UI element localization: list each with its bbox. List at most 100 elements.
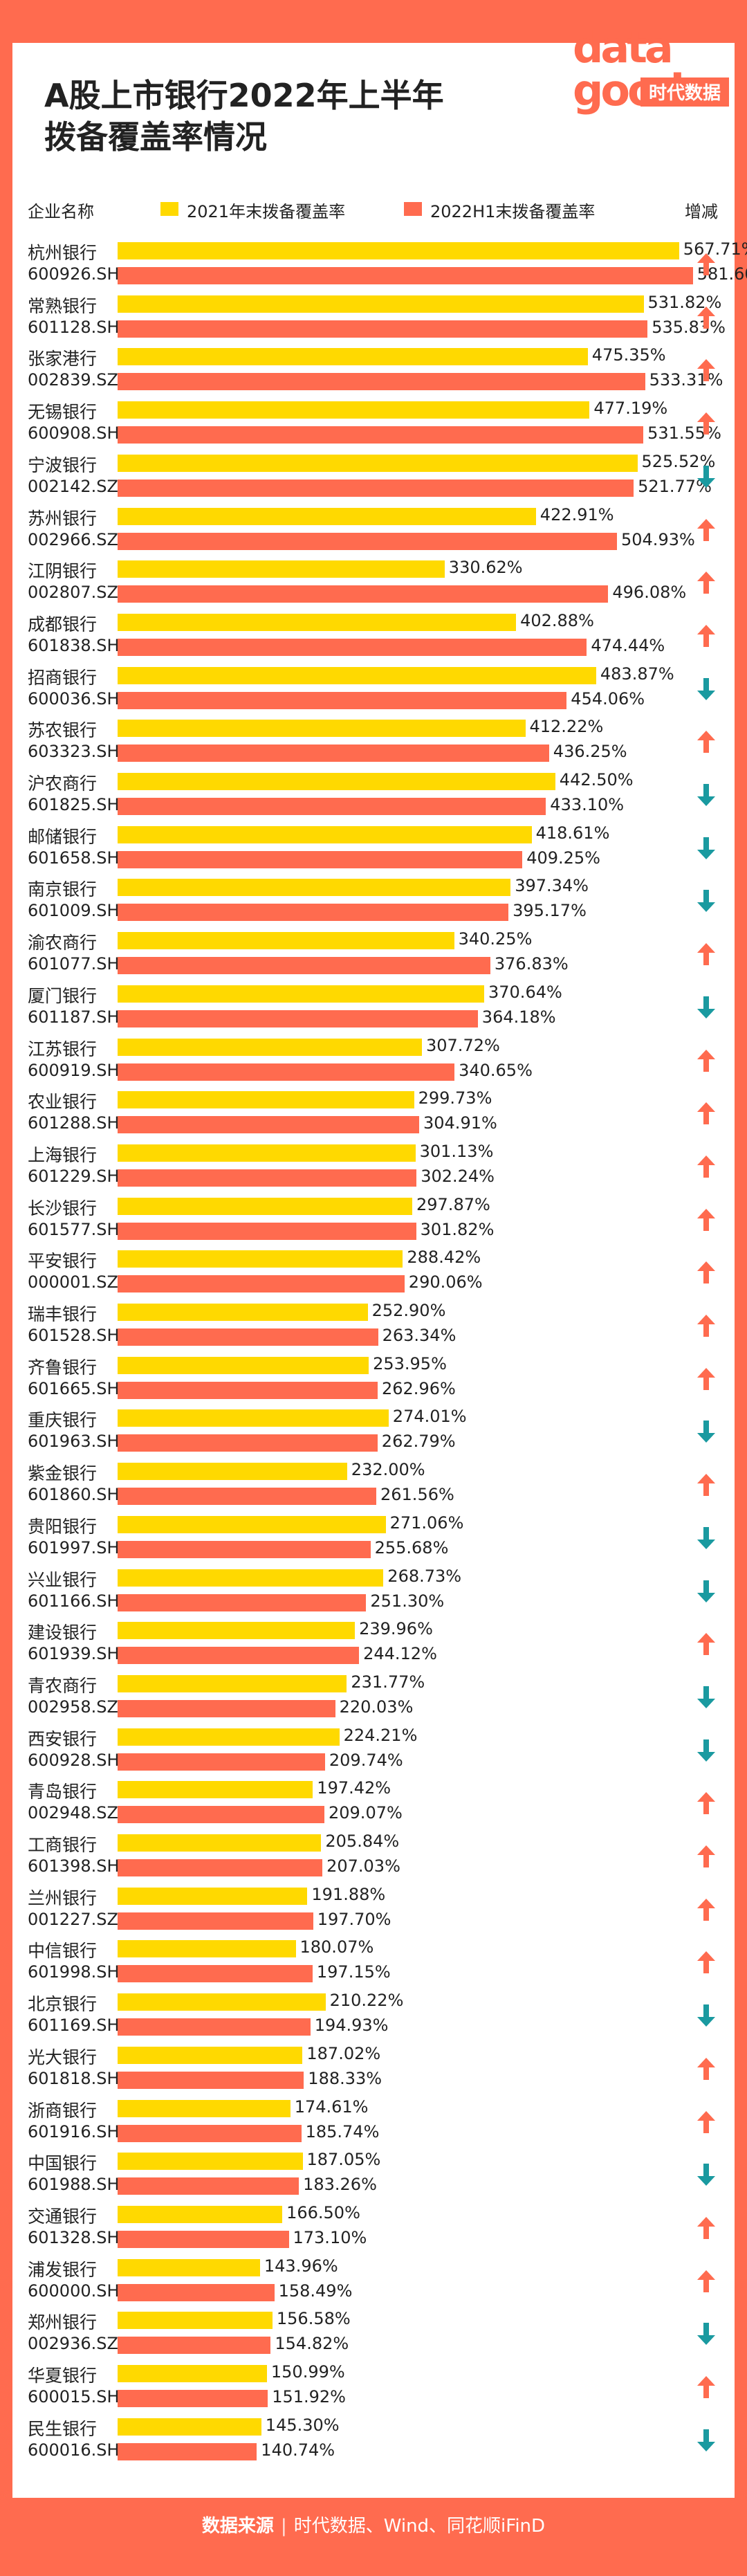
bank-name: 西安银行	[28, 1728, 98, 1749]
stock-code: 601838.SH	[28, 635, 120, 655]
bar-2022h1	[118, 1116, 419, 1134]
bank-name: 张家港行	[28, 349, 98, 369]
stock-code: 601288.SH	[28, 1113, 120, 1133]
bank-name: 杭州银行	[28, 243, 98, 263]
stock-code: 603323.SH	[28, 742, 120, 762]
stock-code: 601665.SH	[28, 1378, 120, 1398]
stock-code: 601939.SH	[28, 1644, 120, 1664]
value-label-2021: 143.96%	[264, 2256, 338, 2276]
bank-row: 北京银行 601169.SH 210.22% 194.93%	[0, 1988, 747, 2042]
logo-badge	[640, 77, 729, 107]
stock-code: 601398.SH	[28, 1856, 120, 1876]
bar-2022h1	[118, 585, 609, 603]
bar-2022h1	[118, 1222, 416, 1240]
value-label-2022h1: 364.18%	[481, 1007, 556, 1027]
bank-row: 中信银行 601998.SH 180.07% 197.15%	[0, 1935, 747, 1989]
value-label-2021: 187.05%	[306, 2150, 381, 2170]
stock-code: 002966.SZ	[28, 529, 118, 549]
bar-2022h1	[118, 904, 509, 922]
bank-row: 紫金银行 601860.SH 232.00% 261.56%	[0, 1457, 747, 1511]
value-label-2021: 187.02%	[306, 2043, 381, 2063]
bank-row: 上海银行 601229.SH 301.13% 302.24%	[0, 1139, 747, 1193]
logo-text-data: data	[573, 22, 671, 73]
bank-row: 沪农商行 601825.SH 442.50% 433.10%	[0, 767, 747, 821]
arrow-down-icon	[697, 1739, 715, 1762]
value-label-2022h1: 301.82%	[420, 1219, 495, 1239]
arrow-down-icon	[697, 890, 715, 913]
value-label-2021: 224.21%	[343, 1725, 418, 1745]
bank-name: 沪农商行	[28, 774, 98, 794]
legend-label-2022h1: 2022H1末拨备覆盖率	[430, 202, 596, 221]
value-label-2022h1: 290.06%	[408, 1272, 483, 1292]
value-label-2021: 297.87%	[416, 1194, 490, 1214]
value-label-2021: 166.50%	[286, 2202, 360, 2222]
stock-code: 002958.SZ	[28, 1697, 118, 1717]
bar-2021	[118, 879, 511, 897]
value-label-2022h1: 251.30%	[370, 1591, 445, 1611]
bar-2021	[118, 613, 517, 631]
arrow-up-icon	[697, 306, 715, 329]
stock-code: 601229.SH	[28, 1166, 120, 1186]
value-label-2022h1: 263.34%	[382, 1326, 456, 1345]
bar-2021	[118, 1356, 369, 1374]
value-label-2021: 252.90%	[371, 1301, 446, 1320]
arrow-down-icon	[697, 1580, 715, 1602]
bar-2022h1	[118, 1647, 360, 1665]
bank-row: 江阴银行 002807.SZ 330.62% 496.08%	[0, 555, 747, 609]
bank-name: 工商银行	[28, 1835, 98, 1855]
value-label-2022h1: 173.10%	[293, 2227, 367, 2247]
bank-name: 青岛银行	[28, 1782, 98, 1802]
value-label-2021: 477.19%	[593, 399, 668, 419]
bar-2022h1	[118, 2230, 289, 2248]
bar-2021	[118, 2312, 273, 2330]
bar-2021	[118, 932, 454, 950]
arrow-up-icon	[697, 359, 715, 382]
stock-code: 002807.SZ	[28, 583, 118, 603]
header-change: 增减	[685, 202, 718, 221]
bar-2022h1	[118, 1593, 367, 1611]
value-label-2021: 150.99%	[270, 2362, 345, 2382]
stock-code: 000001.SZ	[28, 1272, 118, 1292]
bar-2021	[118, 2258, 260, 2276]
value-label-2022h1: 535.83%	[652, 317, 726, 337]
bar-2021	[118, 985, 484, 1003]
bank-name: 无锡银行	[28, 402, 98, 423]
bank-name: 平安银行	[28, 1251, 98, 1272]
bank-row: 邮储银行 601658.SH 418.61% 409.25%	[0, 821, 747, 875]
stock-code: 601528.SH	[28, 1326, 120, 1345]
bank-name: 兴业银行	[28, 1569, 98, 1590]
bar-2022h1	[118, 1381, 378, 1399]
value-label-2022h1: 194.93%	[314, 2016, 389, 2036]
value-label-2022h1: 183.26%	[303, 2175, 377, 2195]
bar-2022h1	[118, 638, 587, 656]
bank-row: 贵阳银行 601997.SH 271.06% 255.68%	[0, 1510, 747, 1564]
bank-name: 瑞丰银行	[28, 1304, 98, 1324]
stock-code: 600928.SH	[28, 1750, 120, 1770]
value-label-2021: 180.07%	[299, 1937, 374, 1957]
bar-2022h1	[118, 2337, 271, 2355]
bank-name: 宁波银行	[28, 455, 98, 475]
bar-2022h1	[118, 1063, 455, 1081]
bank-row: 浙商银行 601916.SH 174.61% 185.74%	[0, 2094, 747, 2148]
arrow-down-icon	[697, 837, 715, 859]
bar-2022h1	[118, 1434, 378, 1452]
arrow-up-icon	[697, 2376, 715, 2398]
bar-2022h1	[118, 1859, 323, 1876]
bank-name: 渝农商行	[28, 933, 98, 953]
arrow-up-icon	[697, 2269, 715, 2292]
value-label-2021: 402.88%	[520, 610, 594, 630]
bar-2021	[118, 2365, 267, 2382]
bar-2021	[118, 454, 638, 472]
arrow-up-icon	[697, 624, 715, 647]
stock-code: 601009.SH	[28, 901, 120, 921]
bank-row: 瑞丰银行 601528.SH 252.90% 263.34%	[0, 1298, 747, 1352]
bank-row: 宁波银行 002142.SZ 525.52% 521.77%	[0, 449, 747, 503]
bank-row: 建设银行 601939.SH 239.96% 244.12%	[0, 1616, 747, 1670]
bank-row: 青农商行 002958.SZ 231.77% 220.03%	[0, 1670, 747, 1724]
bank-name: 常熟银行	[28, 295, 98, 316]
value-label-2021: 422.91%	[540, 504, 614, 524]
bar-2021	[118, 507, 536, 525]
bank-row: 兰州银行 001227.SZ 191.88% 197.70%	[0, 1882, 747, 1936]
bank-row: 浦发银行 600000.SH 143.96% 158.49%	[0, 2254, 747, 2308]
stock-code: 601997.SH	[28, 1537, 120, 1558]
